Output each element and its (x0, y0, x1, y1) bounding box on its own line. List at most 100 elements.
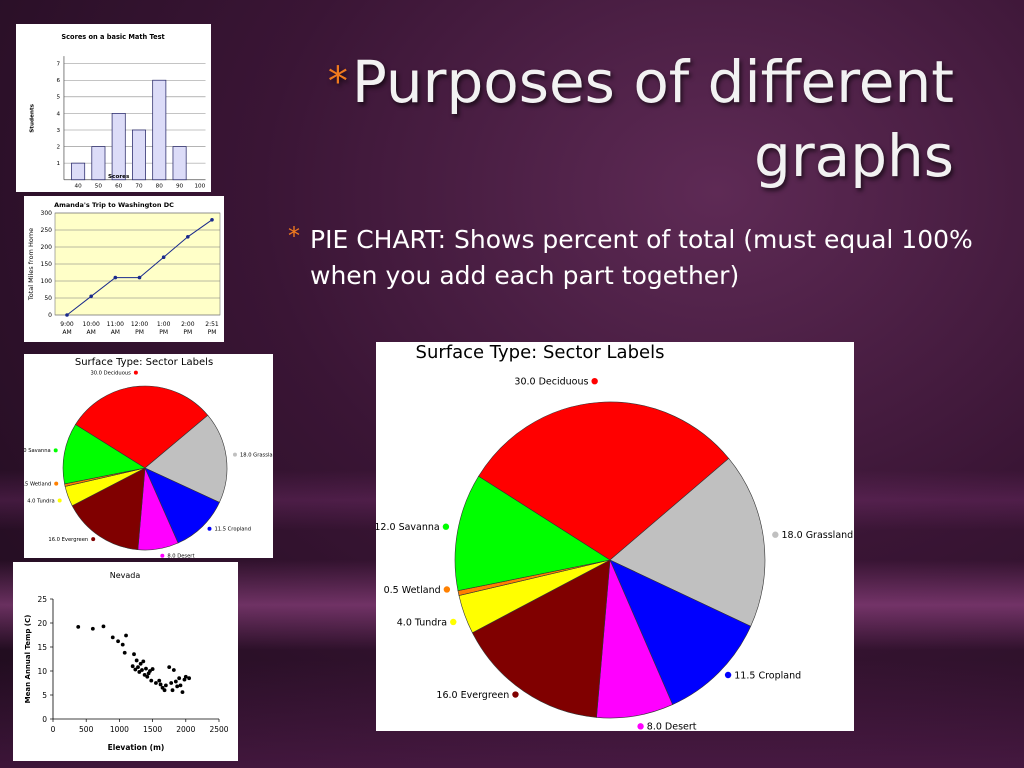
x-tick-label: 1500 (143, 725, 162, 734)
y-tick-label: 20 (37, 619, 47, 628)
data-point (113, 275, 118, 280)
data-point (140, 668, 144, 672)
x-tick-label: 80 (156, 183, 164, 189)
legend-dot (232, 452, 237, 457)
data-point (90, 626, 95, 631)
data-point (177, 676, 182, 681)
data-point (142, 672, 147, 677)
data-point (148, 669, 152, 673)
data-point (149, 678, 154, 683)
data-point (175, 684, 180, 689)
y-tick-label: 5 (42, 691, 47, 700)
data-point (154, 681, 158, 685)
scatter-chart: Nevada 0 5 10 15 20 25 0 500 1000 1500 2000 2500 Elev… (24, 571, 229, 752)
y-axis-label: Students (30, 103, 36, 132)
y-tick-label: 15 (37, 643, 47, 652)
data-point (137, 670, 142, 674)
slice-label: 12.0 Savanna (24, 448, 51, 454)
x-tick-label-ampm: AM (87, 329, 96, 336)
x-tick-label-ampm: AM (62, 329, 71, 336)
data-point (180, 690, 185, 695)
slice-label: 8.0 Desert (167, 554, 194, 558)
x-tick-label: 1000 (110, 725, 129, 734)
data-point (124, 633, 128, 638)
pie-slice (144, 414, 228, 503)
slice-label: 0.5 Wetland (384, 585, 441, 596)
data-point (141, 659, 146, 664)
data-point (101, 624, 106, 629)
y-axis-label: Mean Annual Temp (C) (24, 615, 32, 704)
title-line-2: graphs (754, 122, 954, 190)
legend-dot (54, 481, 59, 486)
data-point (137, 275, 142, 280)
y-tick-label: 0 (48, 312, 52, 319)
pie-slice (75, 385, 209, 469)
bar (71, 162, 86, 181)
y-tick-label: 2 (57, 144, 61, 150)
data-point (122, 650, 127, 655)
title-line-1: Purposes of different (351, 48, 954, 116)
y-tick-label: 6 (57, 78, 61, 84)
data-point (173, 679, 178, 684)
data-point (150, 667, 155, 671)
bar (91, 146, 106, 181)
legend-dot (512, 691, 519, 698)
data-point (171, 668, 176, 672)
y-axis-label: Total Miles from Home (27, 228, 35, 301)
large-pie-chart: Surface Type: Sector Labels 30.0 Deciduou… (374, 342, 853, 733)
chart-title: Scores on a basic Math Test (61, 33, 164, 41)
x-tick-label: 2500 (209, 725, 228, 734)
x-tick-label-time: 10:00 (83, 321, 100, 328)
data-point (186, 235, 190, 239)
chart-title: Surface Type: Sector Labels (75, 357, 213, 368)
x-tick-label: 70 (135, 183, 143, 189)
x-tick-label-ampm: AM (111, 329, 120, 336)
data-point (169, 681, 174, 685)
x-tick-label-time: 1:00 (157, 321, 171, 328)
data-point (130, 664, 135, 669)
legend-dot (133, 370, 138, 375)
large-pie-chart-panel: Surface Type: Sector Labels 30.0 Deciduou… (374, 342, 854, 733)
data-point (132, 652, 136, 657)
slice-label: 12.0 Savanna (376, 522, 440, 533)
bullet-text: PIE CHART: Shows percent of total (must … (310, 225, 973, 290)
y-tick-label: 250 (41, 227, 53, 234)
slice-label: 4.0 Tundra (397, 617, 447, 628)
data-point (134, 658, 139, 663)
data-point (144, 666, 148, 671)
pie-slice (478, 401, 730, 561)
slice-label: 11.5 Cropland (214, 527, 251, 533)
x-tick-label: 100 (194, 183, 205, 189)
y-tick-label: 0 (42, 715, 47, 724)
data-point (163, 683, 168, 688)
x-tick-label: 2000 (176, 725, 195, 734)
legend-dot (637, 723, 644, 730)
small-pie-chart: Surface Type: Sector Labels 30.0 Deciduou… (15, 357, 279, 560)
data-point (158, 682, 163, 687)
data-point (210, 218, 214, 222)
pie-slice (609, 559, 752, 705)
slide-title: *Purposes of different graphs (328, 45, 954, 193)
slice-label: 30.0 Deciduous (90, 370, 131, 376)
x-tick-label-ampm: PM (183, 329, 192, 336)
scatter-chart-panel: Nevada 0 5 10 15 20 25 0 500 1000 1500 2000 2500 Elev… (13, 562, 238, 761)
line-chart-panel: Amanda's Trip to Washington DC 0 50 100 150 2… (24, 196, 224, 342)
chart-title: Amanda's Trip to Washington DC (54, 201, 174, 209)
data-point (161, 255, 166, 259)
plot-border (54, 212, 221, 316)
bar (172, 146, 187, 181)
slice-label: 8.0 Desert (647, 722, 697, 731)
data-point (120, 642, 125, 647)
legend-dot (53, 448, 58, 453)
x-tick-label: 40 (75, 183, 83, 189)
y-tick-label: 7 (57, 62, 61, 68)
y-tick-label: 200 (41, 244, 53, 251)
slice-label: 16.0 Evergreen (48, 537, 88, 543)
pie-slice (62, 424, 146, 485)
y-tick-label: 1 (57, 161, 61, 167)
slice-label: 11.5 Cropland (734, 670, 801, 681)
data-point (183, 674, 188, 679)
legend-dot (772, 531, 779, 538)
asterisk-bullet-icon: * (288, 222, 300, 250)
y-tick-label: 10 (37, 667, 47, 676)
